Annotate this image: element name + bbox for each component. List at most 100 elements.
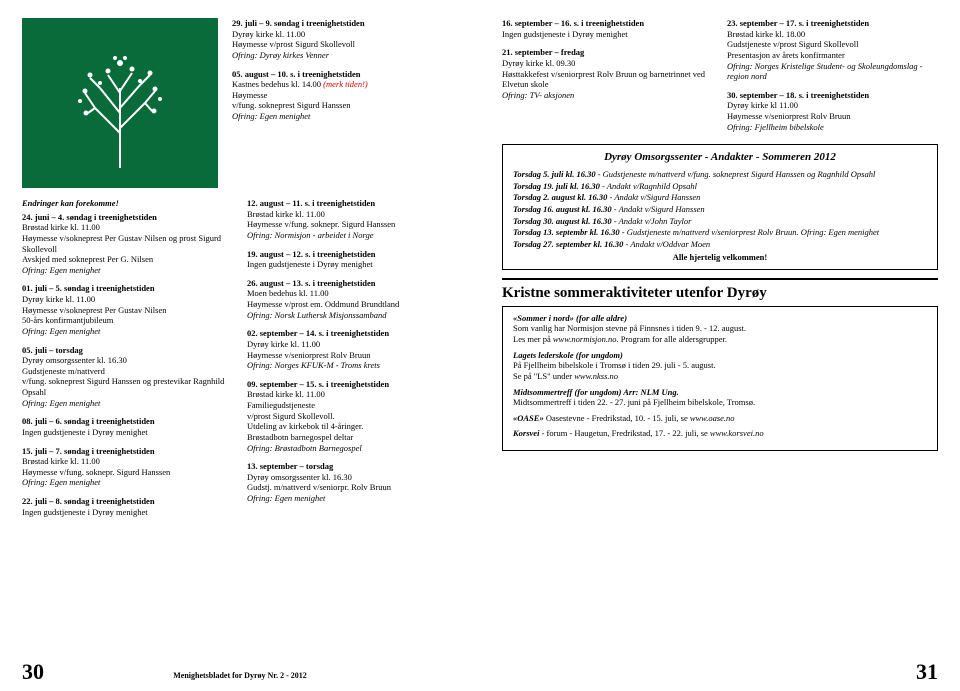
entry-italic: Ofring: Egen menighet	[22, 265, 233, 276]
entry-title: 09. september – 15. s. i treenighetstide…	[247, 379, 458, 390]
section-head: «Sommer i nord» (for alle aldre)	[513, 313, 927, 324]
red-note: (merk tiden!)	[321, 79, 368, 89]
footer: Menighetsbladet for Dyrøy Nr. 2 - 2012	[0, 671, 480, 681]
activity-section: Korsvei - forum - Haugetun, Fredrikstad,…	[513, 428, 927, 439]
col-right: 12. august – 11. s. i treenighetstidenBr…	[247, 198, 458, 681]
entry-body: Ingen gudstjeneste i Dyrøy menighet	[247, 259, 458, 270]
change-note: Endringer kan forekomme!	[22, 198, 233, 209]
entry-title: 13. september – torsdag	[247, 461, 458, 472]
entry-body: Høymesse v/fung. soknepr. Sigurd Hanssen	[247, 219, 458, 230]
entry-italic: Ofring: Brøstadbotn Barnegospel	[247, 443, 458, 454]
entry-body: Gudstjeneste v/prost Sigurd Skollevoll P…	[727, 39, 938, 60]
section-link: www.normisjon.no	[553, 334, 617, 344]
entry-title: 02. september – 14. s. i treenighetstide…	[247, 328, 458, 339]
entry-title: 05. juli – torsdag	[22, 345, 233, 356]
andakt-line: Torsdag 13. septembr kl. 16.30 - Gudstje…	[513, 227, 927, 238]
two-col: Endringer kan forekomme! 24. juni – 4. s…	[22, 198, 458, 681]
entry: 16. september – 16. s. i treenighetstide…	[502, 18, 713, 39]
section-head: Lagets lederskole (for ungdom)	[513, 350, 927, 361]
section-head: «OASE»	[513, 413, 544, 423]
entry-line: Kastnes bedehus kl. 14.00 (merk tiden!)	[232, 79, 458, 90]
entry: 26. august – 13. s. i treenighetstidenMo…	[247, 278, 458, 321]
entry-italic: Ofring: TV- aksjonen	[502, 90, 713, 101]
page-right: 16. september – 16. s. i treenighetstide…	[480, 0, 960, 691]
activities-box: «Sommer i nord» (for alle aldre)Som vanl…	[502, 306, 938, 451]
andakt-line: Torsdag 5. juli kl. 16.30 - Gudstjeneste…	[513, 169, 927, 180]
andakt-line: Torsdag 27. september kl. 16.30 - Andakt…	[513, 239, 927, 250]
entry-italic: Ofring: Norges Kristelige Student- og Sk…	[727, 61, 938, 82]
section-link: www.nkss.no	[574, 371, 618, 381]
entry: 05. juli – torsdagDyrøy omsorgssenter kl…	[22, 345, 233, 409]
entry-body: Ingen gudstjeneste i Dyrøy menighet	[502, 29, 713, 40]
entry-line: Brøstad kirke kl. 18.00	[727, 29, 938, 40]
entry-body: Høymesse v/prost Sigurd Skollevoll	[232, 39, 458, 50]
entry-line: Brøstad kirke kl. 11.00	[247, 209, 458, 220]
right-top: 16. september – 16. s. i treenighetstide…	[502, 18, 938, 140]
rule	[502, 278, 938, 280]
entry-title: 08. juli – 6. søndag i treenighetstiden	[22, 416, 233, 427]
entry-italic: Ofring: Egen menighet	[22, 477, 233, 488]
entry-body: Ingen gudstjeneste i Dyrøy menighet	[22, 427, 233, 438]
entry-body: Ingen gudstjeneste i Dyrøy menighet	[22, 507, 233, 518]
top-right-entries: 29. juli – 9. søndag i treenighetstiden …	[232, 18, 458, 188]
entry-title: 26. august – 13. s. i treenighetstiden	[247, 278, 458, 289]
andakter-box: Dyrøy Omsorgssenter - Andakter - Sommere…	[502, 144, 938, 270]
entry-body: Høymesse v/fung. soknepr. Sigurd Hanssen	[22, 467, 233, 478]
entry-line: Brøstad kirke kl. 11.00	[247, 389, 458, 400]
page-number: 31	[916, 658, 938, 686]
entry-title: 29. juli – 9. søndag i treenighetstiden	[232, 18, 458, 29]
entry-body: Høymesse v/seniorprest Rolv Bruun	[727, 111, 938, 122]
entry-line: Dyrøy omsorgssenter kl. 16.30	[22, 355, 233, 366]
entry-italic: Ofring: Fjellheim bibelskole	[727, 122, 938, 133]
entry-body: Familiegudstjeneste v/prost Sigurd Skoll…	[247, 400, 458, 443]
entry-italic: Ofring: Norsk Luthersk Misjonssamband	[247, 310, 458, 321]
activity-section: «Sommer i nord» (for alle aldre)Som vanl…	[513, 313, 927, 345]
activity-section: «OASE» Oasestevne - Fredrikstad, 10. - 1…	[513, 413, 927, 424]
section-link: www.oase.no	[690, 413, 735, 423]
section-body: - forum - Haugetun, Fredrikstad, 17. - 2…	[539, 428, 709, 438]
entry: 02. september – 14. s. i treenighetstide…	[247, 328, 458, 371]
section-head: Korsvei	[513, 428, 539, 438]
entry-title: 12. august – 11. s. i treenighetstiden	[247, 198, 458, 209]
entry: 29. juli – 9. søndag i treenighetstiden …	[232, 18, 458, 61]
entry-title: 15. juli – 7. søndag i treenighetstiden	[22, 446, 233, 457]
section-body: Oasestevne - Fredrikstad, 10. - 15. juli…	[544, 413, 690, 423]
section-head: Midtsommertreff (for ungdom) Arr: NLM Un…	[513, 387, 927, 398]
entry-italic: Ofring: Egen menighet	[22, 398, 233, 409]
entry-body: Høymesse v/sokneprest Per Gustav Nilsen …	[22, 233, 233, 265]
entry: 21. september – fredagDyrøy kirke kl. 09…	[502, 47, 713, 100]
andakt-line: Torsdag 30. august kl. 16.30 - Andakt v/…	[513, 216, 927, 227]
entry-title: 22. juli – 8. søndag i treenighetstiden	[22, 496, 233, 507]
andakter-title: Dyrøy Omsorgssenter - Andakter - Sommere…	[513, 151, 927, 165]
entry-title: 23. september – 17. s. i treenighetstide…	[727, 18, 938, 29]
entry-italic: Ofring: Egen menighet	[22, 326, 233, 337]
rcol-left: 16. september – 16. s. i treenighetstide…	[502, 18, 713, 140]
section-link: www.korsvei.no	[710, 428, 764, 438]
entry-title: 19. august – 12. s. i treenighetstiden	[247, 249, 458, 260]
entry: 23. september – 17. s. i treenighetstide…	[727, 18, 938, 82]
entry: 05. august – 10. s. i treenighetstiden K…	[232, 69, 458, 122]
entry-title: 16. september – 16. s. i treenighetstide…	[502, 18, 713, 29]
entry: 12. august – 11. s. i treenighetstidenBr…	[247, 198, 458, 241]
activity-section: Midtsommertreff (for ungdom) Arr: NLM Un…	[513, 387, 927, 408]
entry-line: Dyrøy kirke kl. 11.00	[247, 339, 458, 350]
rcol-right: 23. september – 17. s. i treenighetstide…	[727, 18, 938, 140]
entry: 09. september – 15. s. i treenighetstide…	[247, 379, 458, 453]
entry: 13. september – torsdagDyrøy omsorgssent…	[247, 461, 458, 504]
activity-section: Lagets lederskole (for ungdom)På Fjellhe…	[513, 350, 927, 382]
andakt-line: Torsdag 19. juli kl. 16.30 - Andakt v/Ra…	[513, 181, 927, 192]
entry-title: 30. september – 18. s. i treenighetstide…	[727, 90, 938, 101]
section-body: Midtsommertreff i tiden 22. - 27. juni p…	[513, 397, 755, 407]
entry-body: Gudstj. m/nattverd v/seniorpr. Rolv Bruu…	[247, 482, 458, 493]
entry-line: Dyrøy kirke kl. 11.00	[22, 294, 233, 305]
entry-title: 21. september – fredag	[502, 47, 713, 58]
entry-italic: Ofring: Dyrøy kirkes Venner	[232, 50, 458, 61]
entry-body: Høymesse v/seniorprest Rolv Bruun	[247, 350, 458, 361]
entry: 19. august – 12. s. i treenighetstidenIn…	[247, 249, 458, 270]
entry: 01. juli – 5. søndag i treenighetstidenD…	[22, 283, 233, 336]
entry-line: Dyrøy kirke kl. 09.30	[502, 58, 713, 69]
entry-body: Gudstjeneste m/nattverd v/fung. soknepre…	[22, 366, 233, 398]
top-row: 29. juli – 9. søndag i treenighetstiden …	[22, 18, 458, 188]
page-left: 29. juli – 9. søndag i treenighetstiden …	[0, 0, 480, 691]
entry-line: Moen bedehus kl. 11.00	[247, 288, 458, 299]
